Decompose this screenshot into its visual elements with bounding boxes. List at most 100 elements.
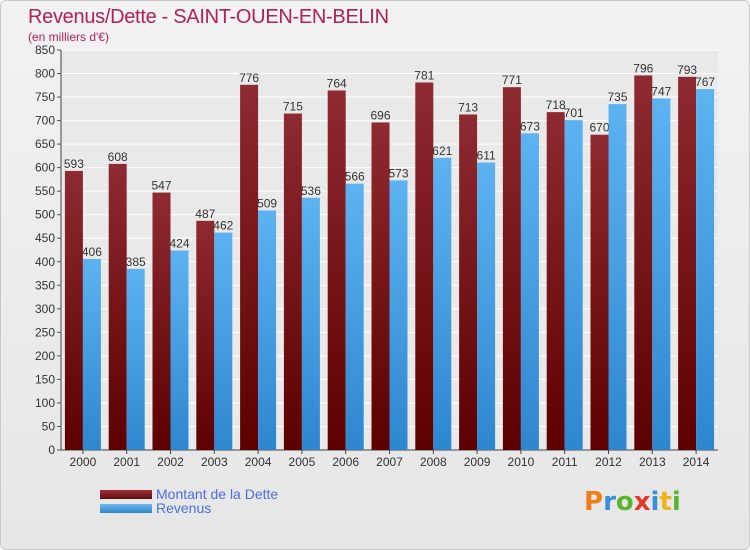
logo-letter: t (659, 487, 672, 517)
y-tick-label: 500 (35, 208, 55, 222)
bar-revenus (301, 197, 320, 450)
data-label: 718 (546, 98, 566, 112)
data-label: 608 (108, 150, 128, 164)
logo-letter: P (584, 487, 604, 517)
bar-revenus (608, 104, 627, 450)
x-tick-label: 2010 (508, 455, 535, 469)
data-label: 566 (345, 170, 365, 184)
x-tick-label: 2003 (201, 455, 228, 469)
bar-revenus (477, 162, 496, 450)
data-label: 424 (169, 236, 189, 250)
y-tick-label: 300 (35, 302, 55, 316)
y-tick-label: 550 (35, 184, 55, 198)
data-label: 776 (239, 71, 259, 85)
bar-revenus (214, 232, 233, 450)
data-label: 747 (651, 84, 671, 98)
data-label: 611 (477, 148, 496, 162)
data-label: 696 (370, 108, 390, 122)
data-label: 715 (283, 100, 303, 114)
data-label: 767 (695, 75, 715, 89)
logo-letter: r (603, 487, 616, 517)
logo-letter: i (650, 487, 660, 517)
legend-label-dette: Montant de la Dette (156, 486, 279, 502)
bar-dette (415, 82, 434, 451)
y-tick-label: 750 (35, 90, 55, 104)
x-tick-label: 2007 (376, 455, 403, 469)
data-label: 771 (502, 73, 522, 87)
legend-label-revenus: Revenus (156, 500, 212, 516)
bar-dette (502, 87, 521, 451)
y-tick-label: 400 (35, 255, 55, 269)
bar-dette (371, 122, 390, 451)
legend-item-dette: Montant de la Dette (100, 486, 360, 502)
legend-swatch-dette (100, 490, 152, 499)
data-label: 536 (301, 184, 321, 198)
data-label: 764 (327, 76, 347, 90)
bar-revenus (345, 183, 364, 450)
x-tick-label: 2011 (552, 455, 578, 469)
data-label: 406 (82, 245, 102, 259)
bar-dette (546, 112, 565, 450)
x-tick-label: 2000 (70, 455, 97, 469)
y-tick-label: 350 (35, 278, 55, 292)
bar-revenus (389, 180, 408, 450)
bar-dette (283, 113, 302, 450)
bar-dette (678, 76, 697, 450)
data-label: 781 (414, 68, 434, 82)
y-tick-label: 850 (35, 43, 55, 57)
bar-dette (634, 75, 653, 450)
bar-revenus (652, 98, 671, 451)
bar-dette (459, 114, 478, 451)
data-label: 670 (589, 121, 609, 135)
x-tick-label: 2006 (332, 455, 359, 469)
y-tick-label: 700 (35, 114, 55, 128)
data-label: 487 (195, 207, 215, 221)
bar-revenus (564, 120, 583, 450)
legend-item-revenus: Revenus (100, 500, 360, 516)
data-label: 713 (458, 100, 478, 114)
x-tick-label: 2002 (157, 455, 184, 469)
data-label: 547 (151, 179, 171, 193)
y-tick-label: 650 (35, 137, 55, 151)
bar-revenus (82, 258, 101, 450)
y-tick-label: 150 (35, 372, 55, 386)
data-label: 573 (388, 166, 408, 180)
bar-revenus (520, 133, 539, 450)
x-tick-label: 2004 (245, 455, 272, 469)
bar-dette (327, 90, 346, 451)
data-label: 621 (432, 144, 452, 158)
bar-dette (108, 163, 127, 450)
data-label: 509 (257, 196, 277, 210)
logo-letter: i (671, 487, 681, 517)
x-tick-label: 2005 (289, 455, 316, 469)
bar-dette (240, 84, 259, 450)
y-tick-label: 0 (48, 443, 55, 457)
bar-revenus (258, 210, 277, 450)
y-tick-label: 50 (42, 419, 56, 433)
logo-letter: o (615, 487, 634, 517)
data-label: 673 (520, 119, 540, 133)
y-tick-label: 800 (35, 67, 55, 81)
x-tick-label: 2008 (420, 455, 447, 469)
chart-title: Revenus/Dette - SAINT-OUEN-EN-BELIN (28, 6, 389, 28)
data-label: 793 (677, 63, 697, 77)
x-tick-label: 2013 (639, 455, 666, 469)
data-label: 701 (564, 106, 584, 120)
bar-dette (196, 220, 215, 450)
x-tick-label: 2012 (595, 455, 622, 469)
x-tick-label: 2009 (464, 455, 491, 469)
chart-subtitle: (en milliers d'€) (28, 30, 109, 44)
data-label: 593 (64, 157, 84, 171)
legend-swatch-revenus (100, 504, 152, 513)
bar-revenus (126, 268, 145, 450)
bar-revenus (433, 157, 452, 450)
data-label: 796 (633, 61, 653, 75)
bar-dette (64, 170, 83, 451)
bar-revenus (696, 89, 715, 450)
y-tick-label: 200 (35, 349, 55, 363)
proxiti-logo: Proxiti (584, 487, 681, 517)
bar-dette (152, 192, 171, 450)
data-label: 462 (213, 219, 233, 233)
data-label: 385 (126, 255, 146, 269)
